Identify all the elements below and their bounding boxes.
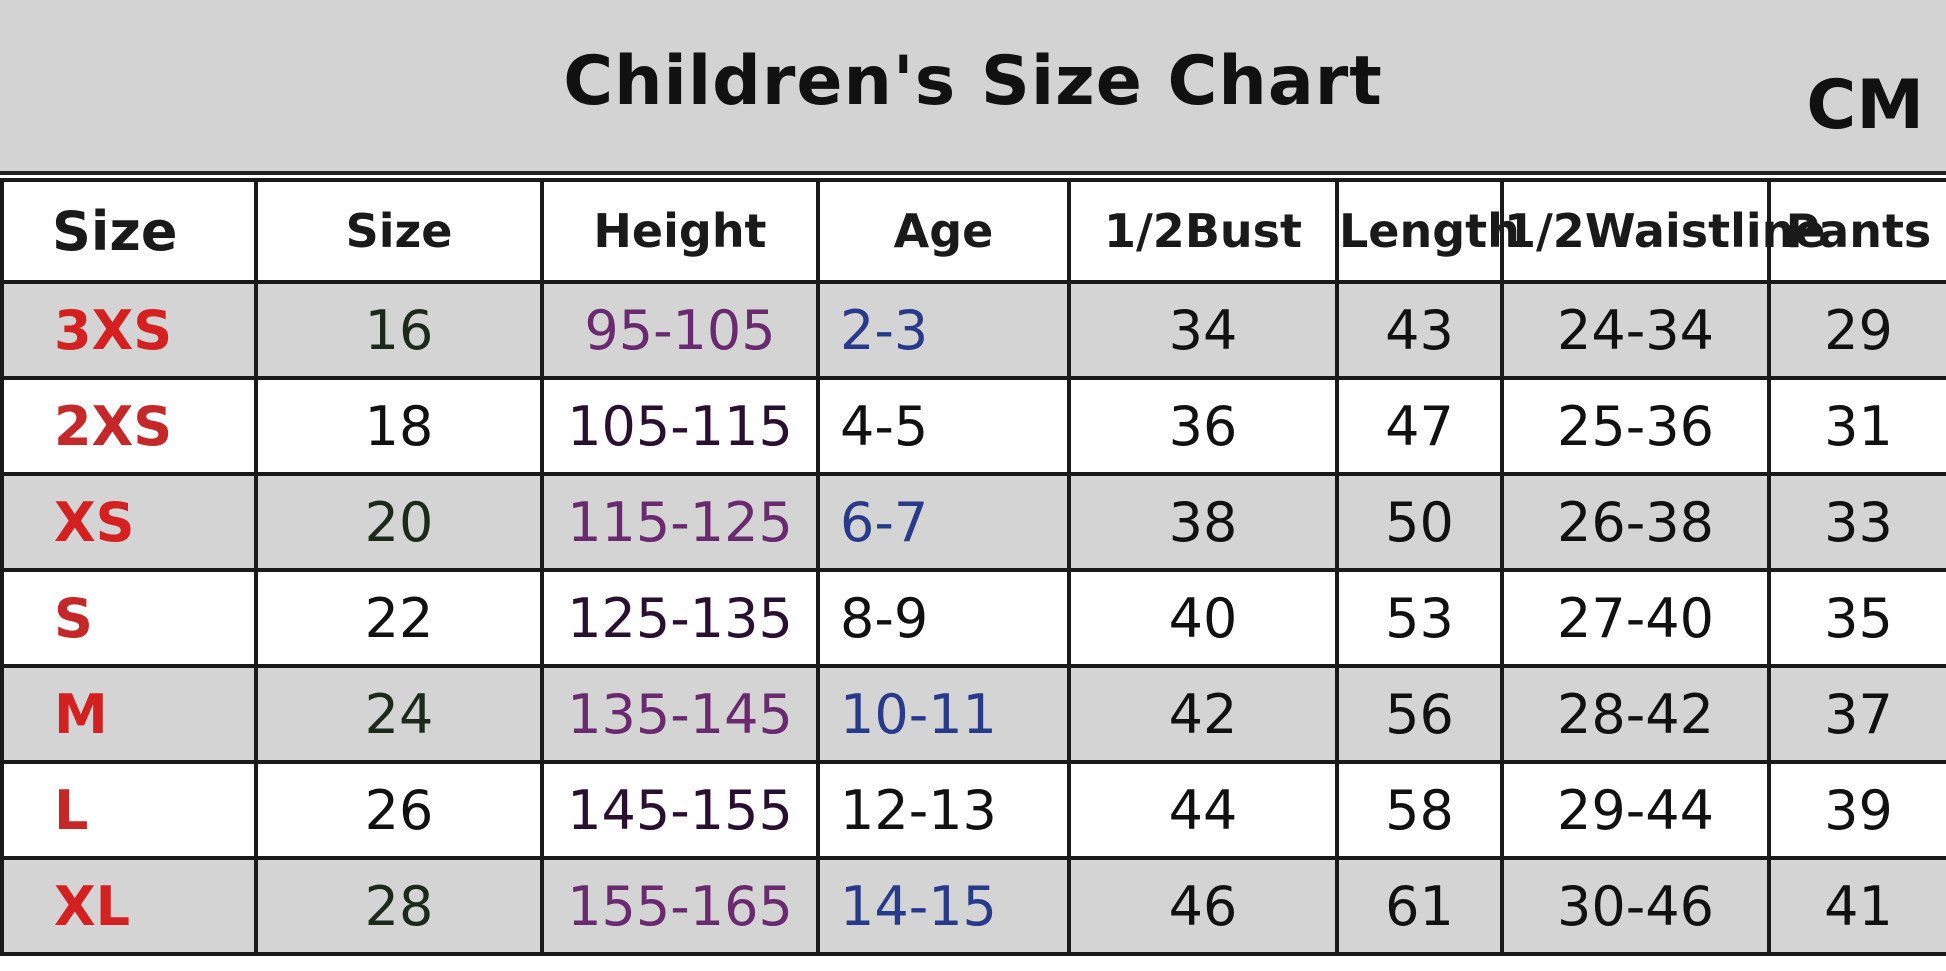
cell-size-number: 24 — [254, 664, 544, 764]
table-row: 3XS 16 95-105 2-3 34 43 24-34 29 — [0, 280, 1946, 380]
cell-pants: 29 — [1767, 280, 1946, 380]
header-half-bust: 1/2Bust — [1067, 178, 1339, 284]
cell-age: 10-11 — [816, 664, 1071, 764]
cell-age: 4-5 — [816, 376, 1071, 476]
cell-half-waistline: 28-42 — [1500, 664, 1771, 764]
table-row: 2XS 18 105-115 4-5 36 47 25-36 31 — [0, 376, 1946, 476]
unit-label: CM — [1806, 66, 1924, 145]
cell-height: 95-105 — [540, 280, 820, 380]
cell-half-bust: 40 — [1067, 568, 1339, 668]
table-row: M 24 135-145 10-11 42 56 28-42 37 — [0, 664, 1946, 764]
cell-size-number: 22 — [254, 568, 544, 668]
cell-half-waistline: 30-46 — [1500, 856, 1771, 956]
size-table: Size Size Height Age 1/2Bust Length 1/2Waistli… — [0, 178, 1946, 956]
cell-half-bust: 42 — [1067, 664, 1339, 764]
cell-half-bust: 36 — [1067, 376, 1339, 476]
cell-size-label: 3XS — [0, 280, 258, 380]
cell-size-number: 18 — [254, 376, 544, 476]
title-band: Children's Size Chart CM — [0, 0, 1946, 175]
cell-height: 135-145 — [540, 664, 820, 764]
header-row: Size Size Height Age 1/2Bust Length 1/2Waistli… — [0, 178, 1946, 284]
cell-size-label: 2XS — [0, 376, 258, 476]
cell-length: 43 — [1335, 280, 1504, 380]
cell-pants: 41 — [1767, 856, 1946, 956]
cell-pants: 33 — [1767, 472, 1946, 572]
cell-pants: 39 — [1767, 760, 1946, 860]
cell-size-number: 28 — [254, 856, 544, 956]
cell-half-bust: 38 — [1067, 472, 1339, 572]
cell-length: 61 — [1335, 856, 1504, 956]
cell-height: 115-125 — [540, 472, 820, 572]
cell-age: 6-7 — [816, 472, 1071, 572]
cell-size-label: L — [0, 760, 258, 860]
header-age: Age — [816, 178, 1071, 284]
cell-age: 14-15 — [816, 856, 1071, 956]
cell-size-label: S — [0, 568, 258, 668]
table-row: L 26 145-155 12-13 44 58 29-44 39 — [0, 760, 1946, 860]
header-height: Height — [540, 178, 820, 284]
header-size-label: Size — [0, 178, 258, 284]
cell-length: 50 — [1335, 472, 1504, 572]
chart-title: Children's Size Chart — [563, 42, 1383, 121]
cell-half-waistline: 27-40 — [1500, 568, 1771, 668]
table-row: S 22 125-135 8-9 40 53 27-40 35 — [0, 568, 1946, 668]
cell-half-waistline: 26-38 — [1500, 472, 1771, 572]
cell-size-number: 16 — [254, 280, 544, 380]
cell-half-bust: 44 — [1067, 760, 1339, 860]
cell-height: 145-155 — [540, 760, 820, 860]
cell-size-label: XS — [0, 472, 258, 572]
cell-age: 8-9 — [816, 568, 1071, 668]
cell-age: 12-13 — [816, 760, 1071, 860]
cell-length: 47 — [1335, 376, 1504, 476]
cell-height: 155-165 — [540, 856, 820, 956]
table-row: XL 28 155-165 14-15 46 61 30-46 41 — [0, 856, 1946, 956]
header-length: Length — [1335, 178, 1520, 284]
cell-size-number: 26 — [254, 760, 544, 860]
header-pants: Pants — [1767, 178, 1946, 284]
header-half-waistline: 1/2Waistline — [1500, 178, 1826, 284]
cell-half-bust: 46 — [1067, 856, 1339, 956]
cell-half-bust: 34 — [1067, 280, 1339, 380]
cell-size-label: M — [0, 664, 258, 764]
cell-pants: 37 — [1767, 664, 1946, 764]
cell-size-number: 20 — [254, 472, 544, 572]
cell-pants: 31 — [1767, 376, 1946, 476]
table-row: XS 20 115-125 6-7 38 50 26-38 33 — [0, 472, 1946, 572]
cell-size-label: XL — [0, 856, 258, 956]
cell-half-waistline: 24-34 — [1500, 280, 1771, 380]
cell-half-waistline: 25-36 — [1500, 376, 1771, 476]
header-size-number: Size — [254, 178, 544, 284]
cell-height: 105-115 — [540, 376, 820, 476]
cell-half-waistline: 29-44 — [1500, 760, 1771, 860]
cell-height: 125-135 — [540, 568, 820, 668]
cell-length: 58 — [1335, 760, 1504, 860]
cell-pants: 35 — [1767, 568, 1946, 668]
cell-length: 56 — [1335, 664, 1504, 764]
cell-age: 2-3 — [816, 280, 1071, 380]
cell-length: 53 — [1335, 568, 1504, 668]
